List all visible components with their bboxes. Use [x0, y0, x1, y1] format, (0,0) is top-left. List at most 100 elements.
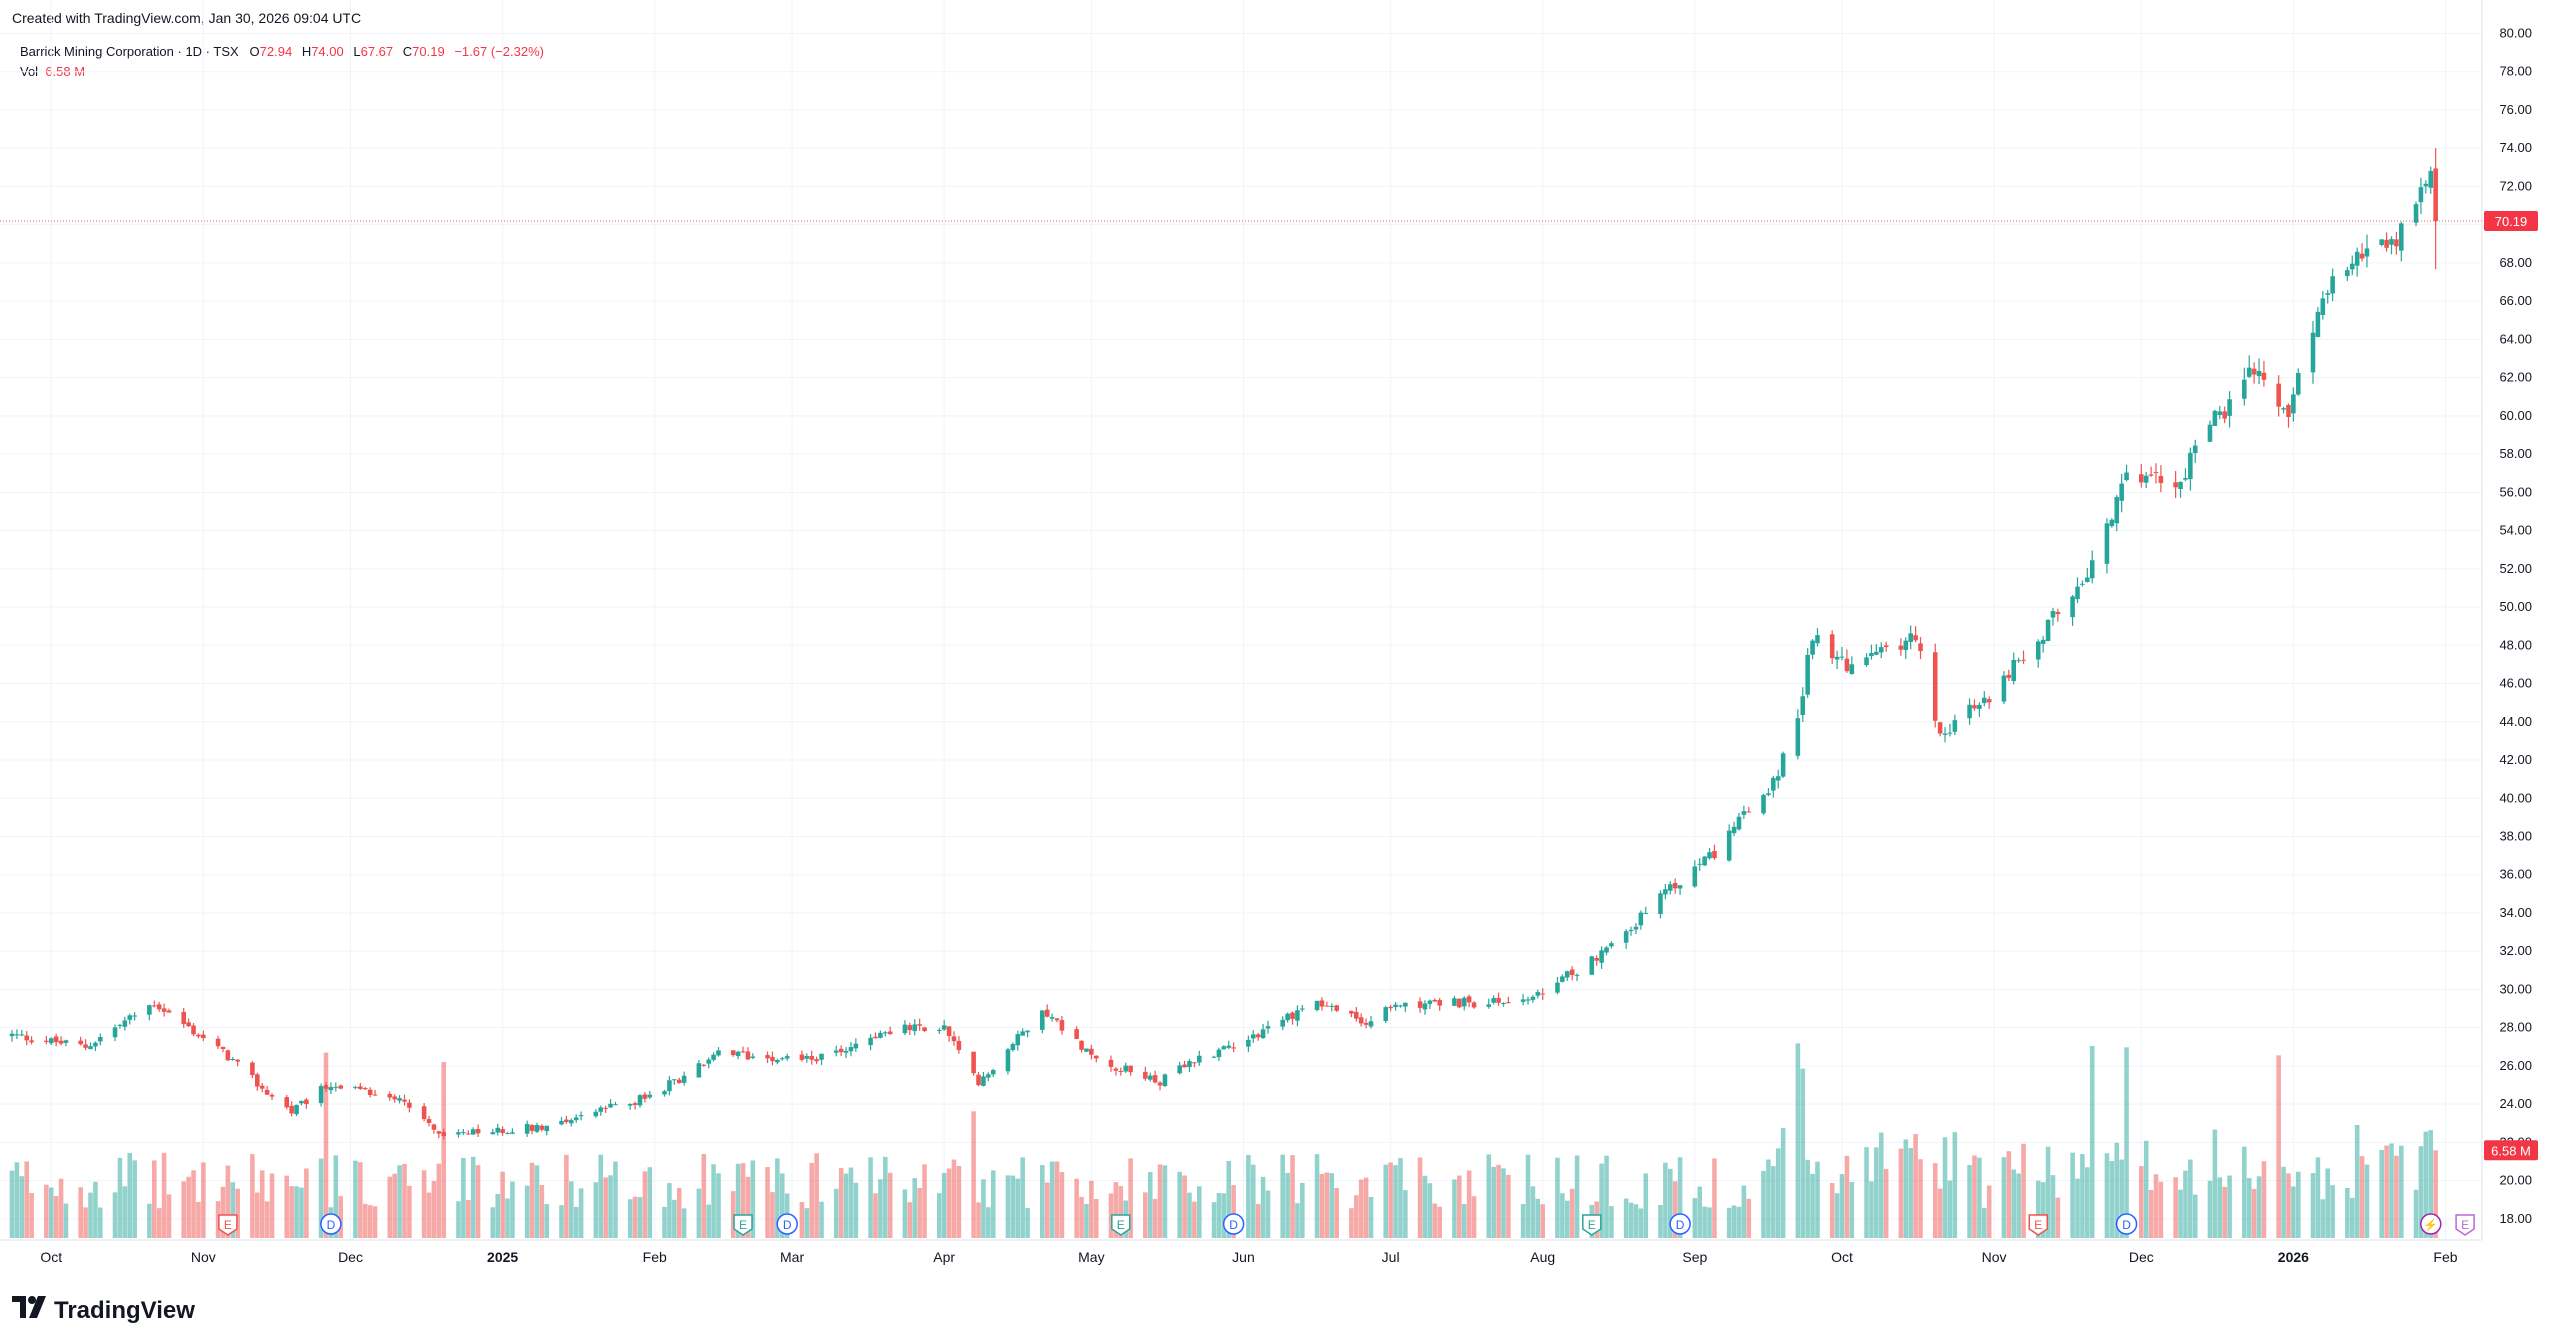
candle-body	[936, 1029, 942, 1031]
y-tick-label: 34.00	[2499, 905, 2532, 920]
candle-body	[225, 1050, 231, 1061]
volume-bar	[1712, 1158, 1717, 1238]
volume-bar	[2399, 1145, 2404, 1238]
volume-bar	[1128, 1158, 1133, 1238]
candle-body	[1093, 1055, 1099, 1059]
candle-body	[1471, 1002, 1477, 1008]
candle-body	[1609, 943, 1614, 947]
candle-body	[986, 1074, 991, 1078]
y-tick-label: 24.00	[2499, 1096, 2532, 1111]
x-tick-label: Jul	[1382, 1249, 1400, 1265]
volume-bar	[1604, 1155, 1609, 1238]
volume-bar	[1255, 1204, 1261, 1238]
candle-body	[735, 1051, 741, 1057]
symbol-title[interactable]: Barrick Mining Corporation · 1D · TSX	[20, 44, 239, 59]
volume-bar	[1334, 1188, 1339, 1238]
candle-body	[745, 1051, 751, 1060]
volume-bar	[166, 1194, 172, 1238]
volume-bar	[1599, 1163, 1604, 1238]
candle-body	[2212, 410, 2218, 426]
volume-bar	[1010, 1175, 1016, 1238]
candle-body	[2227, 399, 2232, 416]
volume-bar	[1113, 1182, 1119, 1238]
volume-bar	[2227, 1175, 2232, 1238]
volume-bar	[1152, 1198, 1158, 1238]
earnings-marker[interactable]: E	[218, 1214, 238, 1236]
y-tick-label: 30.00	[2499, 981, 2532, 996]
volume-bar	[750, 1160, 756, 1238]
candle-body	[255, 1074, 260, 1087]
marker-label: D	[1676, 1218, 1685, 1232]
earnings-marker[interactable]: E	[2455, 1214, 2475, 1236]
candle-body	[2379, 239, 2384, 246]
candle-body	[2183, 478, 2188, 480]
volume-bar	[647, 1167, 653, 1238]
candle-body	[2045, 620, 2051, 642]
volume-bar	[1766, 1159, 1771, 1238]
volume-bar	[1354, 1195, 1359, 1238]
volume-bar	[392, 1173, 397, 1238]
volume-bar	[578, 1188, 584, 1238]
candle-body	[2364, 248, 2370, 257]
candle-body	[1162, 1074, 1168, 1087]
earnings-marker[interactable]: E	[2028, 1214, 2049, 1236]
y-tick-label: 54.00	[2499, 523, 2532, 538]
earnings-marker[interactable]: E	[1111, 1214, 1131, 1236]
candle-body	[2104, 523, 2110, 564]
dividend-marker[interactable]: D	[1222, 1213, 1245, 1235]
volume-bar	[1231, 1185, 1236, 1238]
candle-body	[1417, 1001, 1423, 1008]
candle-body	[1388, 1006, 1393, 1009]
volume-bar	[941, 1172, 947, 1238]
dividend-marker[interactable]: D	[1669, 1213, 1691, 1235]
volume-bar	[2080, 1154, 2085, 1238]
y-tick-label: 44.00	[2499, 714, 2532, 729]
earnings-marker[interactable]: E	[1582, 1214, 1602, 1236]
candle-body	[647, 1094, 653, 1098]
candle-body	[1025, 1030, 1030, 1033]
split-marker[interactable]: ⚡	[2420, 1213, 2442, 1235]
candle-body	[2085, 577, 2090, 583]
volume-bar	[529, 1162, 535, 1238]
candle-body	[397, 1098, 402, 1101]
volume-bar	[367, 1205, 373, 1238]
tradingview-brand[interactable]: TradingView	[12, 1296, 195, 1325]
candle-body	[2040, 639, 2046, 644]
candle-body	[78, 1040, 83, 1045]
volume-bar	[2286, 1173, 2291, 1238]
candle-body	[441, 1132, 447, 1136]
candle-body	[873, 1036, 878, 1039]
marker-shape	[2115, 1213, 2138, 1235]
candle-body	[1427, 1000, 1433, 1004]
candle-body	[166, 1010, 172, 1013]
volume-bar	[338, 1196, 343, 1238]
candle-body	[1491, 998, 1496, 1003]
candle-body	[1319, 1000, 1325, 1007]
candle-body	[372, 1094, 378, 1096]
candle-body	[1128, 1065, 1133, 1073]
candle-body	[1118, 1071, 1124, 1073]
volume-bar	[215, 1201, 221, 1238]
candle-body	[505, 1133, 510, 1135]
dividend-marker[interactable]: D	[776, 1213, 798, 1235]
dividend-marker[interactable]: D	[2115, 1213, 2138, 1235]
earnings-marker[interactable]: E	[733, 1214, 753, 1236]
volume-bar	[1967, 1164, 1972, 1238]
volume-bar	[593, 1182, 599, 1238]
candle-body	[186, 1022, 191, 1027]
volume-bar	[681, 1208, 687, 1238]
candle-body	[848, 1047, 854, 1052]
candle-body	[2349, 263, 2355, 270]
candle-body	[1736, 816, 1742, 830]
volume-bar	[976, 1202, 981, 1238]
last-price-label: 70.19	[2495, 214, 2528, 229]
candle-body	[1290, 1012, 1295, 1019]
candle-body	[147, 1005, 152, 1015]
candle-body	[1746, 811, 1752, 813]
dividend-marker[interactable]: D	[320, 1213, 342, 1235]
volume-bar	[2246, 1178, 2252, 1238]
candle-body	[1874, 651, 1879, 655]
candle-body	[367, 1089, 373, 1095]
candle-body	[426, 1119, 432, 1124]
